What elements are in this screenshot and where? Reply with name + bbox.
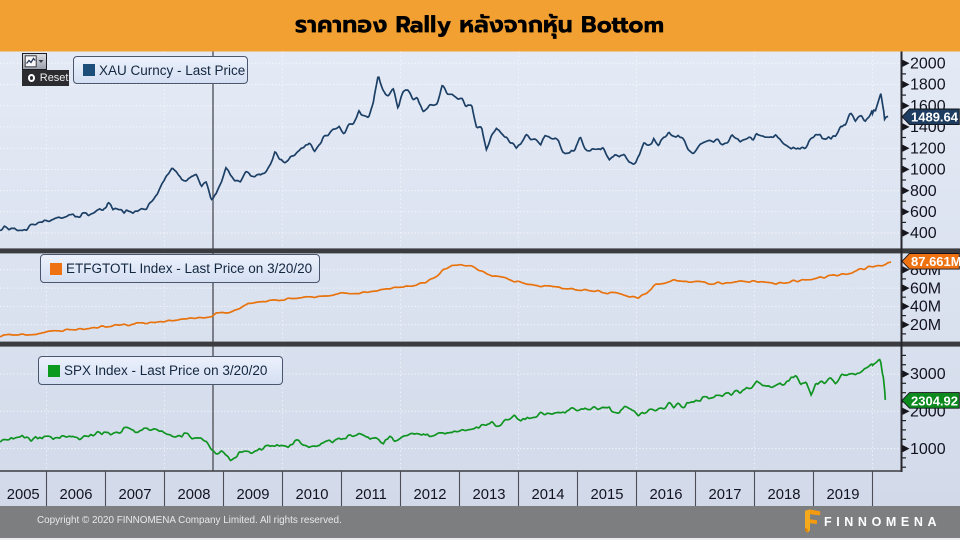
svg-text:1000: 1000: [910, 441, 946, 458]
svg-text:2010: 2010: [296, 487, 329, 503]
svg-text:2011: 2011: [355, 487, 387, 503]
svg-text:400: 400: [910, 225, 937, 242]
svg-text:2014: 2014: [532, 487, 565, 503]
svg-text:2016: 2016: [650, 487, 683, 503]
svg-text:2012: 2012: [414, 487, 447, 503]
svg-text:2006: 2006: [60, 487, 93, 503]
svg-text:1000: 1000: [910, 162, 946, 179]
svg-text:2019: 2019: [827, 487, 860, 503]
svg-text:2304.92: 2304.92: [911, 393, 958, 408]
svg-text:600: 600: [910, 204, 937, 221]
svg-text:2009: 2009: [237, 487, 270, 503]
svg-text:20M: 20M: [910, 317, 941, 334]
svg-text:1200: 1200: [910, 140, 946, 157]
svg-text:1800: 1800: [910, 77, 946, 94]
svg-text:2017: 2017: [709, 487, 742, 503]
svg-text:2008: 2008: [178, 487, 211, 503]
svg-text:2000: 2000: [910, 56, 946, 73]
svg-text:2013: 2013: [473, 487, 506, 503]
svg-text:2015: 2015: [591, 487, 624, 503]
svg-text:87.661M: 87.661M: [911, 254, 960, 269]
svg-text:2018: 2018: [768, 487, 801, 503]
svg-text:3000: 3000: [910, 366, 946, 383]
svg-text:2005: 2005: [7, 487, 40, 503]
svg-text:60M: 60M: [910, 280, 941, 297]
svg-text:40M: 40M: [910, 299, 941, 316]
svg-text:2007: 2007: [119, 487, 152, 503]
svg-text:1489.64: 1489.64: [911, 110, 959, 125]
svg-text:800: 800: [910, 183, 937, 200]
